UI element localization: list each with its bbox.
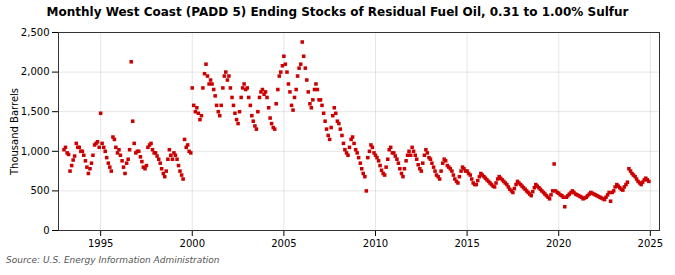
- svg-text:2015: 2015: [454, 238, 479, 249]
- svg-text:0: 0: [43, 225, 49, 236]
- svg-text:2,500: 2,500: [21, 27, 50, 38]
- svg-text:2,000: 2,000: [21, 66, 50, 77]
- svg-text:2025: 2025: [638, 238, 663, 249]
- svg-text:1995: 1995: [88, 238, 113, 249]
- svg-text:2010: 2010: [363, 238, 388, 249]
- html-text:Monthly West Coast (PADD 5) En: Monthly West Coast (PADD 5) Ending Stock…: [46, 5, 629, 19]
- svg-text:2000: 2000: [180, 238, 205, 249]
- svg-text:1,500: 1,500: [21, 106, 50, 117]
- svg-text:2020: 2020: [546, 238, 571, 249]
- svg-text:1,000: 1,000: [21, 146, 50, 157]
- svg-text:500: 500: [30, 185, 49, 196]
- svg-text:2005: 2005: [271, 238, 296, 249]
- svg-text:Thousand Barrels: Thousand Barrels: [9, 88, 20, 176]
- html-text:Source: U.S. Energy Informatio: Source: U.S. Energy Information Administ…: [6, 255, 220, 265]
